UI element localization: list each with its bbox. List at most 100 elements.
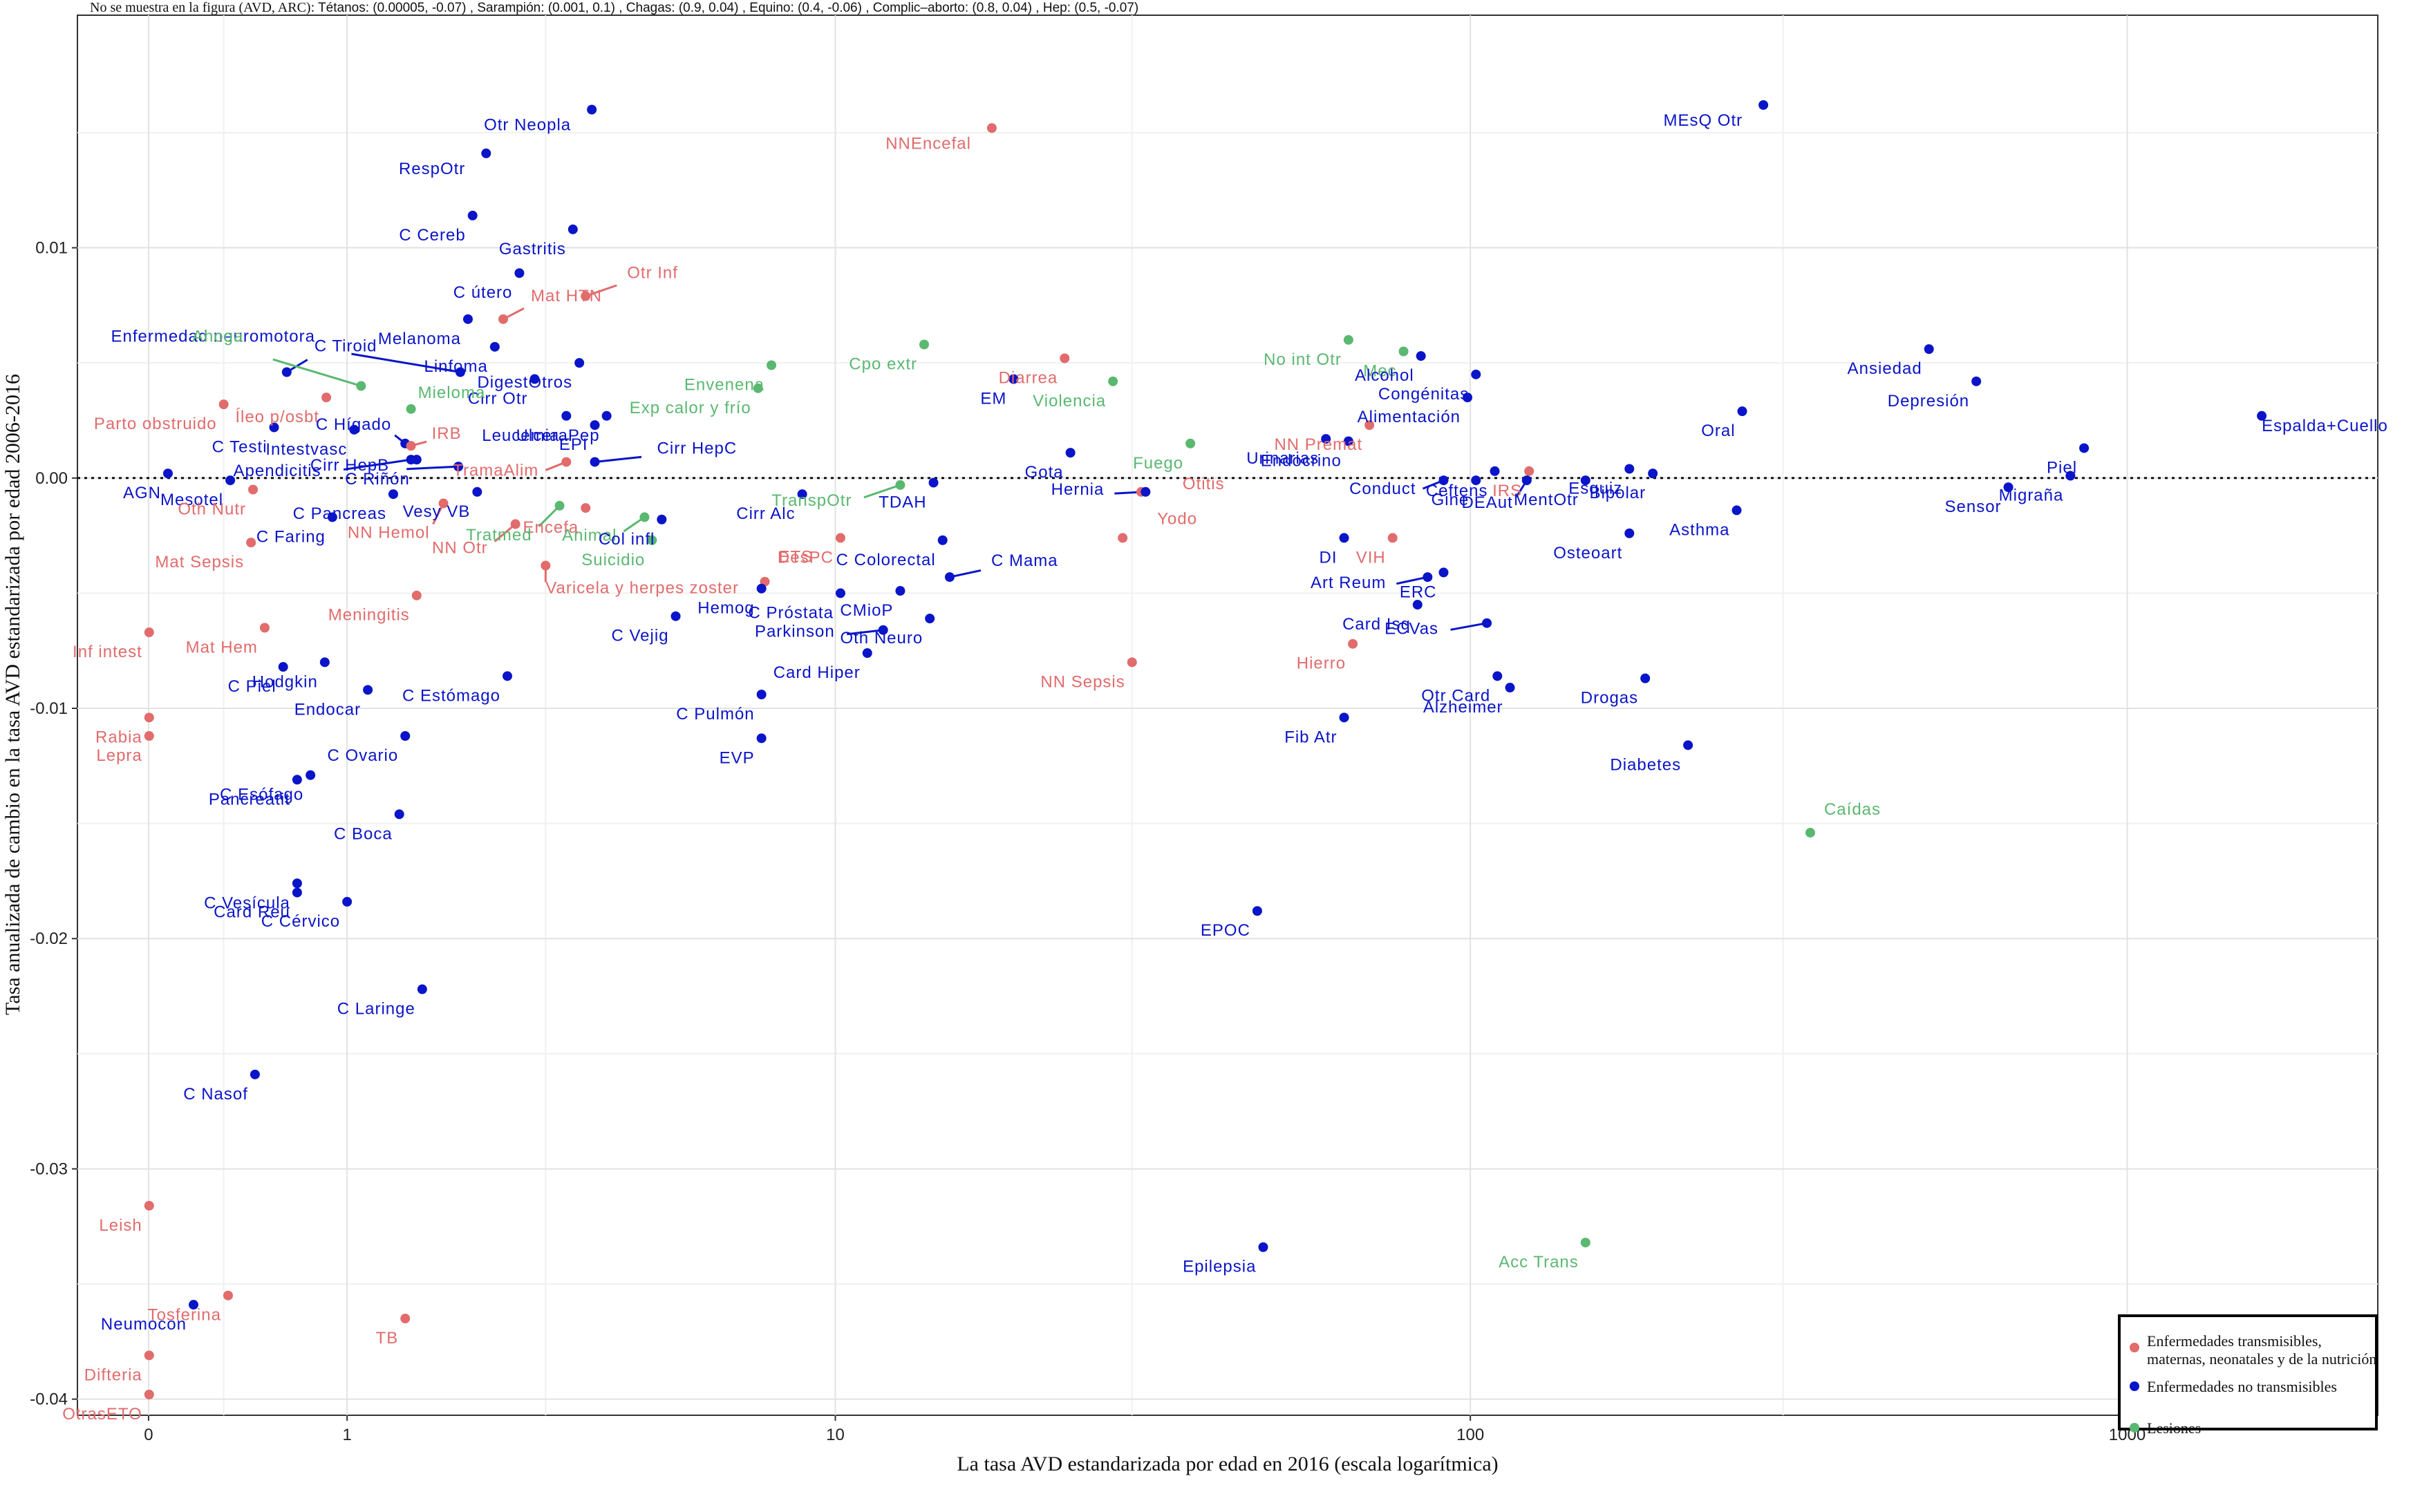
x-tick-label: 10: [826, 1426, 845, 1444]
data-point: [321, 393, 332, 403]
data-point: [388, 489, 398, 500]
point-label: Card Reu: [214, 903, 290, 922]
point-label: Melanoma: [378, 330, 461, 348]
data-point: [269, 422, 279, 433]
data-point: [1339, 533, 1349, 543]
data-point: [895, 586, 905, 596]
point-label: Esquiz: [1568, 479, 1622, 498]
point-label: Varicela y herpes zoster: [545, 578, 739, 597]
point-label: Hodgkin: [252, 672, 318, 691]
legend-label: Lesiones: [2147, 1419, 2201, 1437]
data-point: [1471, 475, 1481, 486]
point-label: Otitis: [1183, 475, 1225, 493]
point-label: Ansiedad: [1848, 359, 1922, 378]
point-label: Oral: [1701, 422, 1735, 440]
leader-line: [406, 465, 459, 471]
point-label: Alzheimer: [1423, 698, 1503, 717]
data-point: [1343, 334, 1353, 345]
data-point: [1805, 827, 1815, 838]
point-label: Congénitas: [1378, 385, 1469, 404]
data-point: [1505, 683, 1515, 693]
data-points: [144, 100, 2267, 1400]
point-label: Otr Neopla: [484, 116, 571, 135]
omitted-note-item: Tétanos: (0.00005, -0.07): [318, 1, 467, 15]
point-label: C Ovario: [328, 746, 399, 765]
point-label: Acc Trans: [1499, 1253, 1579, 1272]
legend-label: Enfermedades transmisibles,: [2147, 1332, 2322, 1350]
leader-line: [1450, 622, 1487, 631]
data-point: [327, 512, 337, 522]
data-point: [1127, 657, 1137, 668]
leader-line: [272, 358, 362, 387]
data-point: [1482, 618, 1492, 628]
data-point: [1065, 448, 1076, 458]
point-label: Mieloma: [418, 384, 486, 402]
data-point: [1971, 376, 1982, 386]
point-label: C Estómago: [402, 686, 500, 705]
point-label: Ceftens: [1426, 482, 1488, 500]
data-point: [590, 420, 600, 431]
point-label: Conduct: [1349, 480, 1416, 498]
data-point: [1648, 469, 1658, 479]
leader-line: [949, 569, 982, 578]
data-point: [529, 374, 540, 384]
point-label: Card Hiper: [773, 663, 861, 682]
point-label: NN Hemol: [348, 523, 430, 542]
legend-label: maternas, neonatales y de la nutrición: [2147, 1350, 2376, 1368]
data-point: [278, 662, 288, 672]
data-point: [657, 514, 667, 525]
y-axis-ticks: -0.04 -0.03 -0.02 -0.01 0.00 0.01: [30, 239, 77, 1409]
data-point: [1141, 486, 1151, 497]
data-point: [919, 339, 929, 350]
legend-swatch: [2130, 1343, 2139, 1352]
data-point: [248, 484, 259, 495]
point-label: UlceraPep: [516, 426, 600, 445]
point-label: Envenena: [684, 376, 764, 395]
leader-line: [1396, 576, 1428, 585]
point-label: Cirr HepB: [310, 456, 389, 475]
y-axis-title: Tasa anualizada de cambio en la tasa AVD…: [1, 374, 24, 1015]
data-point: [767, 360, 777, 370]
point-label: Espalda+Cuello: [2262, 417, 2388, 435]
point-label: Lepra: [96, 746, 142, 765]
data-point: [862, 648, 872, 659]
data-point: [349, 424, 359, 435]
point-label: Asthma: [1669, 520, 1729, 539]
x-axis-title: La tasa AVD estandarizada por edad en 20…: [957, 1453, 1498, 1475]
data-point: [1348, 639, 1358, 649]
point-label: NN Premat: [1274, 435, 1362, 454]
point-label: EPI: [559, 435, 588, 454]
data-point: [835, 588, 845, 598]
omitted-note-lead: No se muestra en la figura (AVD, ARC):: [90, 0, 315, 15]
data-point: [455, 367, 465, 377]
point-labels: MEsQ Otr Otr Neopla NNEncefal RespOtr C Cere…: [62, 111, 2388, 1424]
point-label: DI: [1320, 548, 1337, 567]
y-tick-label: 0.01: [35, 239, 68, 258]
data-point: [561, 457, 572, 467]
point-label: Alcohol: [1355, 366, 1414, 385]
data-point: [218, 399, 229, 410]
data-point: [590, 457, 600, 467]
data-point: [541, 560, 551, 571]
data-point: [1339, 712, 1349, 723]
data-point: [1398, 346, 1409, 357]
data-point: [986, 123, 997, 133]
point-label: Hemog: [697, 599, 754, 618]
data-point: [472, 486, 482, 497]
point-label: Caídas: [1824, 800, 1881, 819]
plot-area: [77, 15, 2378, 1416]
point-label: Diabetes: [1610, 755, 1681, 774]
point-label: Íleo p/osbt: [235, 408, 319, 426]
data-point: [1471, 369, 1481, 379]
data-point: [2065, 471, 2076, 481]
point-label: DEAut: [1461, 493, 1512, 512]
data-point: [292, 878, 302, 889]
point-label: NN Otr: [432, 538, 488, 557]
data-point: [1364, 420, 1375, 431]
legend-swatch: [2130, 1423, 2139, 1433]
data-point: [647, 535, 657, 545]
data-point: [756, 690, 767, 700]
data-point: [1683, 740, 1693, 750]
point-label: RespOtr: [399, 160, 465, 178]
data-point: [394, 809, 404, 820]
